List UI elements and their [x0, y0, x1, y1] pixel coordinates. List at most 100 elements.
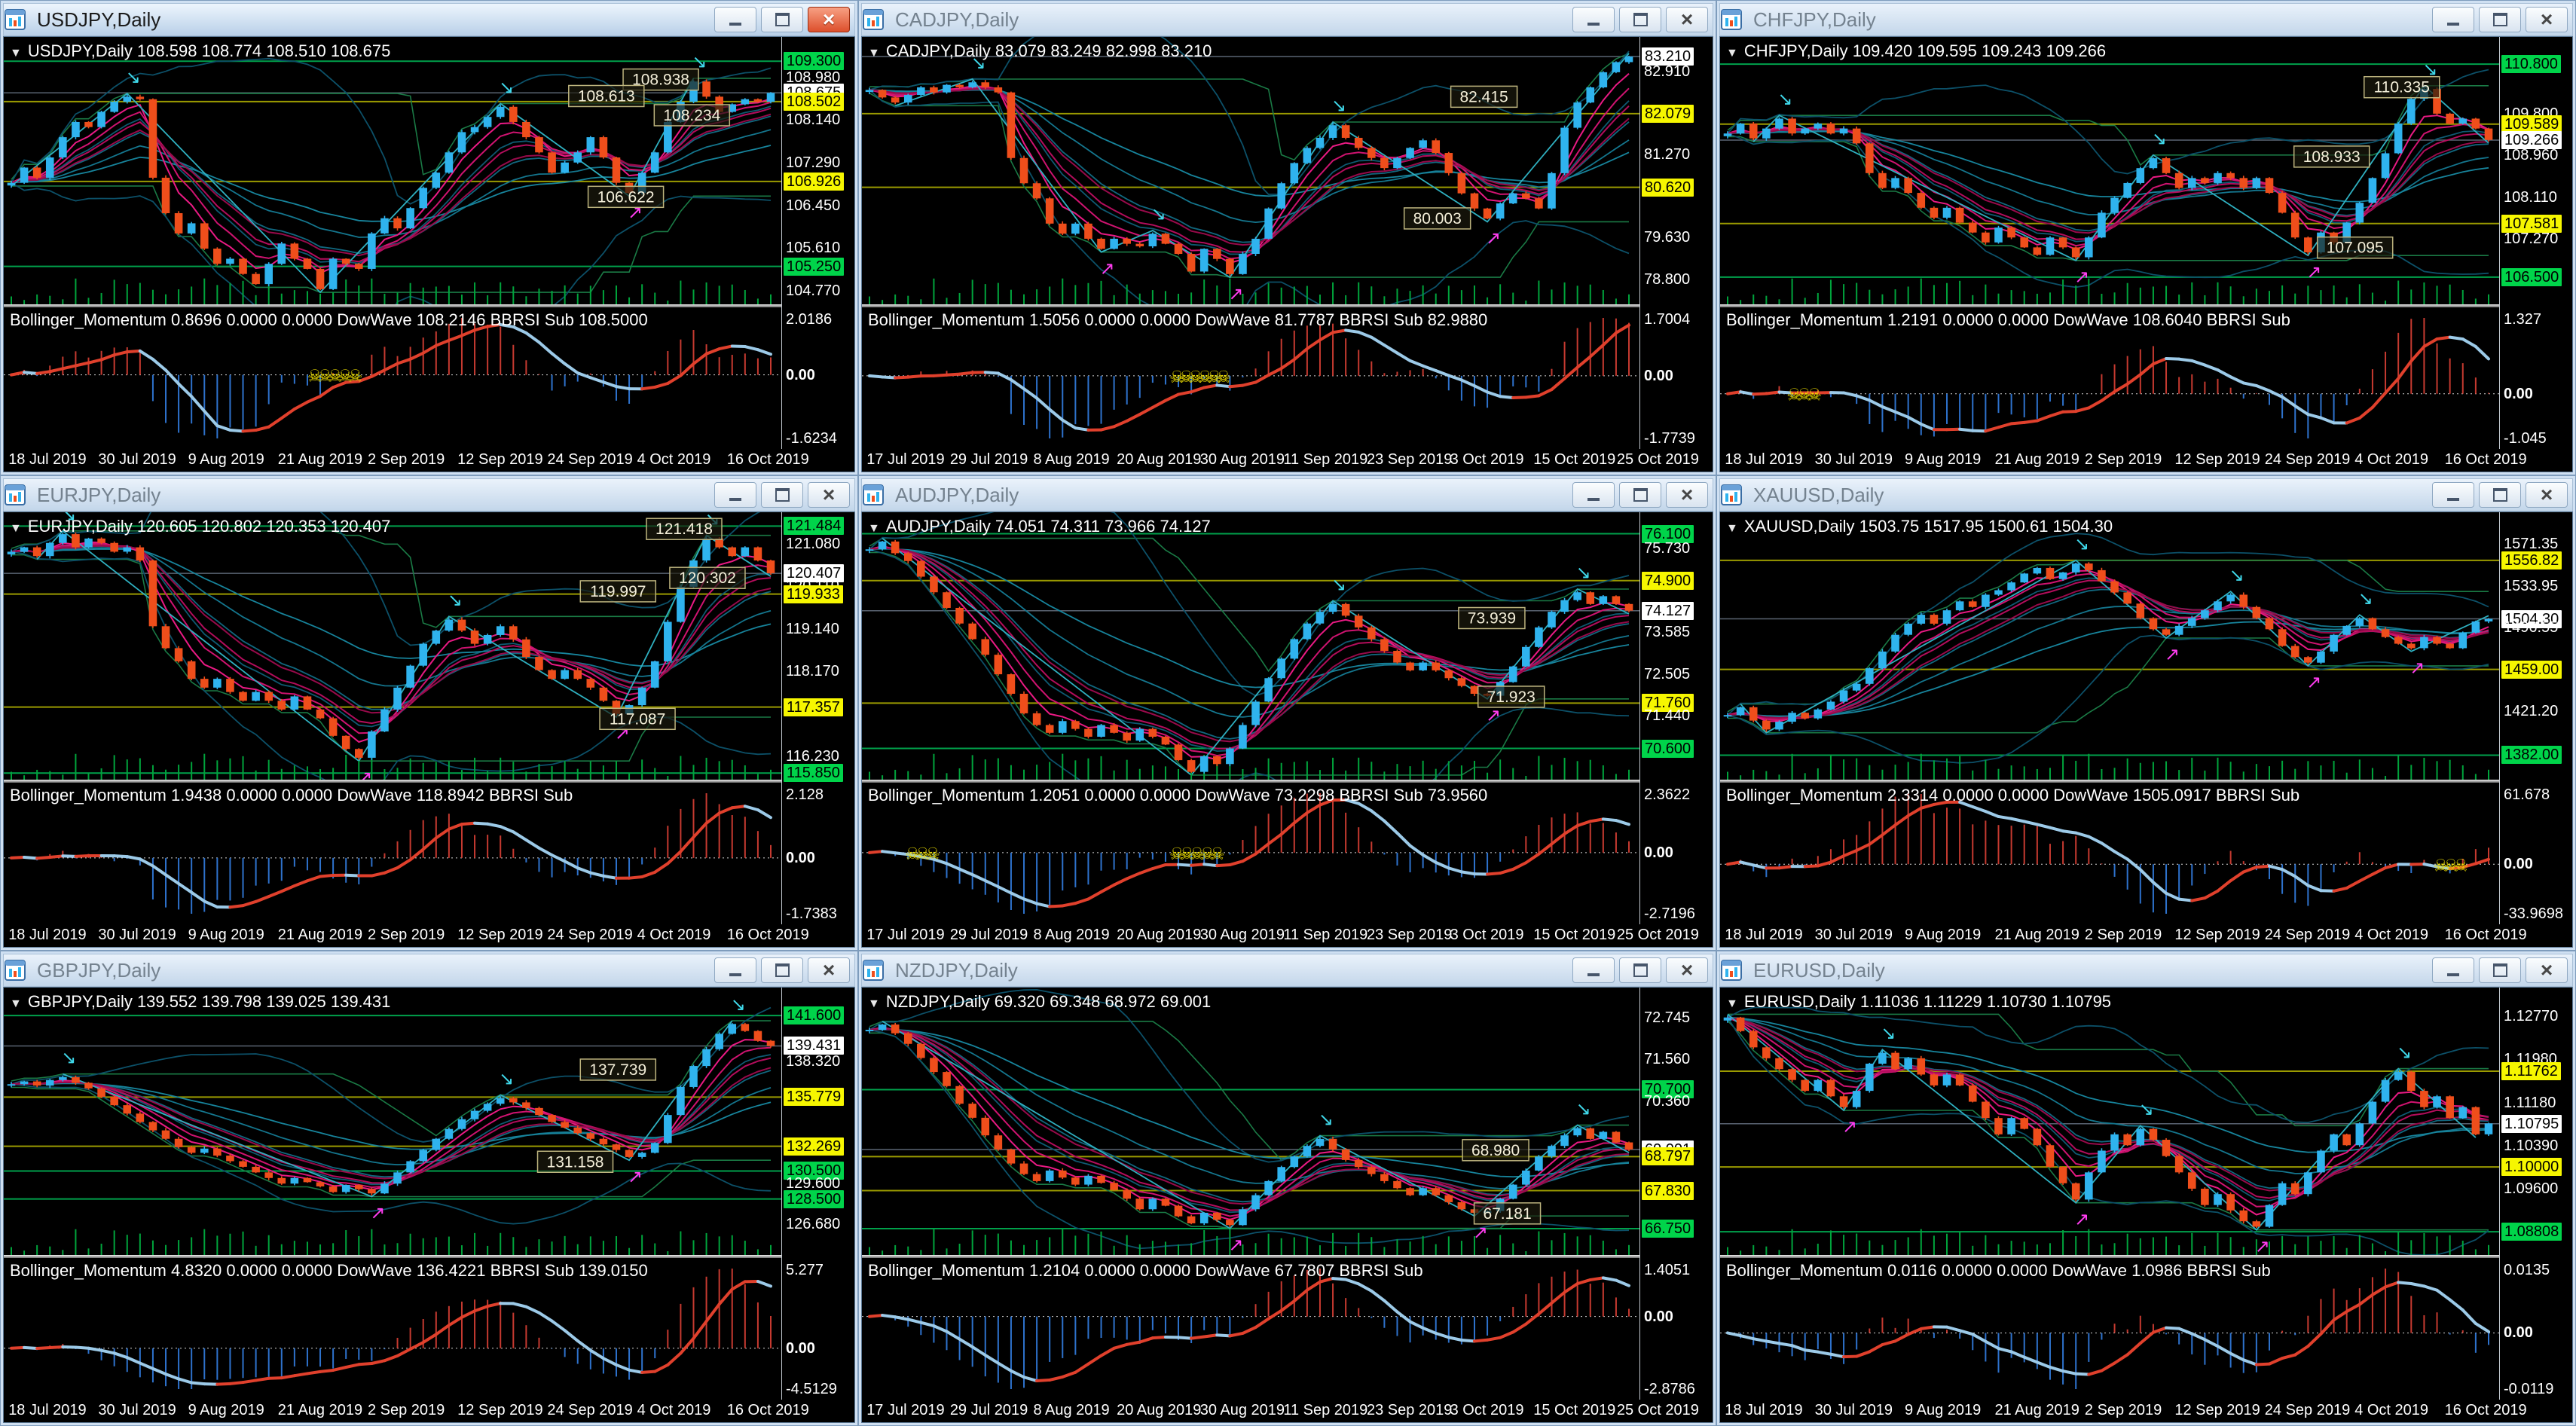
chart-area[interactable]: ▼ XAUUSD,Daily 1503.75 1517.95 1500.61 15…	[1719, 511, 2573, 948]
price-chart[interactable]: ↗ ↘ ↗ ↘ ↗ ↘	[1720, 988, 2499, 1255]
window-titlebar[interactable]: XAUUSD,Daily ×	[1719, 478, 2573, 511]
window-titlebar[interactable]: EURUSD,Daily ×	[1719, 954, 2573, 987]
indicator-pane[interactable]: ☠☠☠☠☠	[4, 307, 781, 449]
chart-area[interactable]: ▼ USDJPY,Daily 108.598 108.774 108.510 10…	[3, 36, 855, 472]
restore-icon	[2492, 963, 2507, 977]
date-label: 30 Jul 2019	[1814, 451, 1893, 468]
indicator-pane[interactable]: ☠☠☠ ☠☠☠☠☠	[862, 783, 1639, 924]
restore-button[interactable]	[2479, 7, 2521, 32]
price-label: 2.3622	[1644, 786, 1691, 803]
close-button[interactable]: ×	[2526, 957, 2568, 983]
close-button[interactable]: ×	[808, 7, 850, 32]
symbol-dropdown-icon[interactable]: ▼	[10, 522, 22, 535]
chart-area[interactable]: ▼ AUDJPY,Daily 74.051 74.311 73.966 74.12…	[861, 511, 1713, 948]
symbol-dropdown-icon[interactable]: ▼	[1726, 997, 1738, 1010]
price-label: 0.00	[1644, 844, 1673, 861]
price-chart[interactable]: ↘ ↗ ↘ ↗ ↘ 137.739 131.158	[4, 988, 781, 1255]
restore-button[interactable]	[761, 482, 803, 508]
window-titlebar[interactable]: GBPJPY,Daily ×	[3, 954, 855, 987]
price-label-highlight: 74.127	[1642, 601, 1694, 620]
restore-button[interactable]	[761, 957, 803, 983]
svg-text:120.302: 120.302	[679, 569, 736, 587]
indicator-pane[interactable]	[862, 1258, 1639, 1400]
restore-button[interactable]	[1619, 7, 1661, 32]
chart-window: EURJPY,Daily × ▼ EURJPY,Daily 120.605 120…	[0, 475, 858, 951]
indicator-pane[interactable]	[1720, 1258, 2499, 1400]
symbol-dropdown-icon[interactable]: ▼	[868, 522, 880, 535]
indicator-pane[interactable]: ☠☠☠☠☠☠	[862, 307, 1639, 449]
minimize-button[interactable]	[714, 957, 756, 983]
pane-separator[interactable]	[862, 780, 1713, 783]
close-button[interactable]: ×	[808, 957, 850, 983]
close-button[interactable]: ×	[1666, 7, 1708, 32]
price-chart[interactable]: ↗ ↘ ↗ ↘ 68.980 67.181	[862, 988, 1639, 1255]
symbol-dropdown-icon[interactable]: ▼	[10, 997, 22, 1010]
symbol-dropdown-icon[interactable]: ▼	[10, 47, 22, 60]
chart-area[interactable]: ▼ EURJPY,Daily 120.605 120.802 120.353 12…	[3, 511, 855, 948]
chart-area[interactable]: ▼ CADJPY,Daily 83.079 83.249 82.998 83.21…	[861, 36, 1713, 472]
chart-area[interactable]: ▼ CHFJPY,Daily 109.420 109.595 109.243 10…	[1719, 36, 2573, 472]
close-button[interactable]: ×	[2526, 482, 2568, 508]
pane-separator[interactable]	[1720, 304, 2572, 307]
indicator-legend: Bollinger_Momentum 0.0116 0.0000 0.0000 …	[1726, 1261, 2271, 1280]
pane-separator[interactable]	[4, 1255, 854, 1258]
date-label: 18 Jul 2019	[8, 1402, 87, 1418]
window-titlebar[interactable]: AUDJPY,Daily ×	[861, 478, 1713, 511]
minimize-button[interactable]	[2432, 482, 2474, 508]
svg-text:↘: ↘	[126, 67, 141, 87]
pane-separator[interactable]	[1720, 1255, 2572, 1258]
price-label-highlight: 1504.30	[2501, 609, 2562, 628]
restore-button[interactable]	[1619, 957, 1661, 983]
symbol-dropdown-icon[interactable]: ▼	[868, 997, 880, 1010]
pane-separator[interactable]	[1720, 780, 2572, 783]
symbol-dropdown-icon[interactable]: ▼	[1726, 522, 1738, 535]
price-chart[interactable]: ↘ ↗ ↘ ↗ ↘ ↗	[1720, 512, 2499, 780]
date-label: 20 Aug 2019	[1117, 927, 1202, 943]
svg-text:↗: ↗	[628, 1167, 643, 1187]
close-button[interactable]: ×	[1666, 482, 1708, 508]
minimize-button[interactable]	[2432, 957, 2474, 983]
window-title: XAUUSD,Daily	[1753, 483, 1884, 506]
restore-button[interactable]	[2479, 482, 2521, 508]
window-titlebar[interactable]: CADJPY,Daily ×	[861, 3, 1713, 36]
window-titlebar[interactable]: USDJPY,Daily ×	[3, 3, 855, 36]
pane-separator[interactable]	[4, 780, 854, 783]
window-titlebar[interactable]: CHFJPY,Daily ×	[1719, 3, 2573, 36]
indicator-pane[interactable]: ☠☠☠	[1720, 783, 2499, 924]
window-titlebar[interactable]: EURJPY,Daily ×	[3, 478, 855, 511]
price-chart[interactable]: ↘ ↗ ↘ ↗ ↘ ↗ 82.415 80.003	[862, 37, 1639, 304]
restore-button[interactable]	[2479, 957, 2521, 983]
svg-text:↘: ↘	[692, 52, 707, 72]
minimize-button[interactable]	[1572, 482, 1615, 508]
chart-area[interactable]: ▼ EURUSD,Daily 1.11036 1.11229 1.10730 1.…	[1719, 987, 2573, 1423]
minimize-button[interactable]	[2432, 7, 2474, 32]
chart-area[interactable]: ▼ GBPJPY,Daily 139.552 139.798 139.025 13…	[3, 987, 855, 1423]
ohlc-values: GBPJPY,Daily 139.552 139.798 139.025 139…	[27, 992, 391, 1011]
symbol-dropdown-icon[interactable]: ▼	[1726, 47, 1738, 60]
close-button[interactable]: ×	[2526, 7, 2568, 32]
chart-area[interactable]: ▼ NZDJPY,Daily 69.320 69.348 68.972 69.00…	[861, 987, 1713, 1423]
minimize-button[interactable]	[714, 482, 756, 508]
ohlc-legend: ▼ XAUUSD,Daily 1503.75 1517.95 1500.61 15…	[1726, 517, 2113, 536]
restore-icon	[1633, 963, 1648, 977]
window-titlebar[interactable]: NZDJPY,Daily ×	[861, 954, 1713, 987]
restore-button[interactable]	[761, 7, 803, 32]
indicator-pane[interactable]	[4, 783, 781, 924]
symbol-dropdown-icon[interactable]: ▼	[868, 47, 880, 60]
close-button[interactable]: ×	[808, 482, 850, 508]
svg-text:☠: ☠	[1797, 386, 1812, 405]
minimize-button[interactable]	[1572, 957, 1615, 983]
indicator-pane[interactable]: ☠☠☠	[1720, 307, 2499, 449]
minimize-button[interactable]	[1572, 7, 1615, 32]
pane-separator[interactable]	[862, 1255, 1713, 1258]
close-button[interactable]: ×	[1666, 957, 1708, 983]
pane-separator[interactable]	[862, 304, 1713, 307]
restore-button[interactable]	[1619, 482, 1661, 508]
minimize-button[interactable]	[714, 7, 756, 32]
pane-separator[interactable]	[4, 304, 854, 307]
indicator-pane[interactable]	[4, 1258, 781, 1400]
